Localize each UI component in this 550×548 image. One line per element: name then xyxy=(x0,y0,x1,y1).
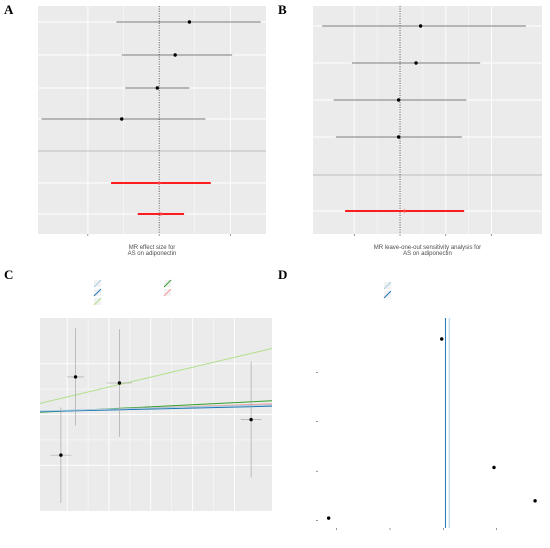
panel-letter-c: C xyxy=(4,267,13,282)
effect-estimate-point xyxy=(159,212,163,216)
panel-letter-b: B xyxy=(278,2,287,17)
panel-c-scatter-plot xyxy=(39,266,273,511)
legend-key-line xyxy=(163,288,172,297)
panel-b-leave-one-out-plot: MR leave-one-out sensitivity analysis fo… xyxy=(313,6,542,257)
snp-point xyxy=(326,516,331,520)
effect-estimate-point xyxy=(157,181,161,185)
snp-point xyxy=(440,337,444,341)
legend-key-line xyxy=(163,279,172,288)
snp-point xyxy=(117,381,122,385)
legend-item xyxy=(163,288,172,297)
legend-item xyxy=(163,279,172,288)
legend-key-line xyxy=(93,288,102,297)
effect-estimate-point xyxy=(403,209,407,213)
effect-estimate-point xyxy=(414,61,418,65)
regression-line xyxy=(39,405,273,413)
panel-letter-d: D xyxy=(278,267,287,282)
plot-background xyxy=(38,6,266,234)
legend-item xyxy=(93,279,102,288)
effect-estimate-point xyxy=(155,86,160,90)
snp-point xyxy=(492,465,496,470)
legend-key-line xyxy=(93,279,102,288)
legend-key-line xyxy=(93,297,102,306)
snp-point xyxy=(249,417,253,422)
legend-item xyxy=(93,297,102,306)
effect-estimate-point xyxy=(396,98,401,102)
plot-background xyxy=(313,6,542,234)
legend-key-line xyxy=(383,290,392,299)
snp-point xyxy=(59,453,63,457)
regression-line xyxy=(39,404,273,412)
snp-point xyxy=(533,499,537,503)
plot-background xyxy=(318,318,542,528)
effect-estimate-point xyxy=(173,53,177,57)
snp-point xyxy=(73,375,78,379)
legend-box xyxy=(378,268,502,308)
panel-a-forest-plot: MR effect size for AS on adiponectin xyxy=(38,6,266,257)
regression-line xyxy=(39,347,273,404)
x-axis-title: MR leave-one-out sensitivity analysis fo… xyxy=(374,245,481,257)
legend-item xyxy=(383,290,392,299)
panel-d-funnel-plot xyxy=(316,268,542,530)
legend-key-line xyxy=(383,281,392,290)
effect-estimate-point xyxy=(187,20,192,24)
effect-estimate-point xyxy=(120,117,124,121)
panel-letter-a: A xyxy=(4,2,14,17)
legend-item xyxy=(383,281,392,290)
x-axis-title: MR effect size for AS on adiponectin xyxy=(128,245,177,257)
legend-box xyxy=(88,266,228,310)
legend-item xyxy=(93,288,102,297)
effect-estimate-point xyxy=(396,135,401,139)
effect-estimate-point xyxy=(418,24,423,28)
